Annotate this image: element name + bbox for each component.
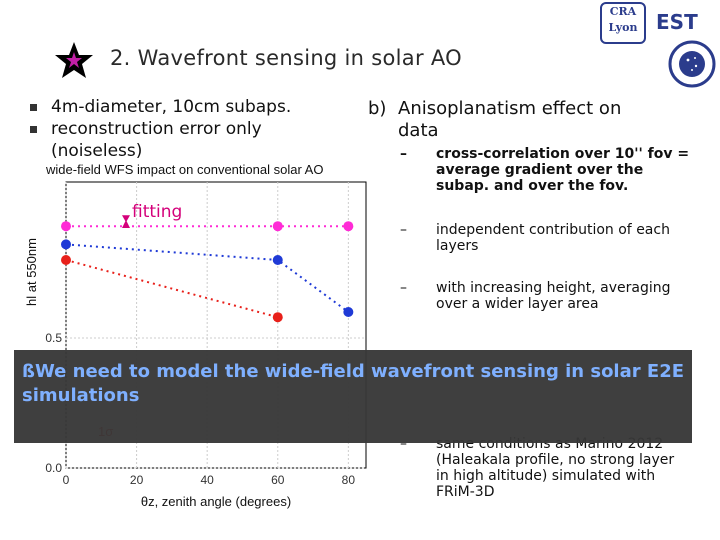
- chart: wide-field WFS impact on conventional so…: [24, 162, 367, 509]
- item-text: cross-correlation over 10'' fov = averag…: [436, 146, 690, 194]
- x-tick-label: 40: [200, 473, 214, 487]
- bullet-text: 4m-diameter, 10cm subaps.: [51, 97, 292, 117]
- bullet-icon: [30, 126, 37, 133]
- bullet-text: (noiseless): [51, 141, 143, 161]
- observatory-seal-icon: [668, 40, 716, 88]
- est-logo: EST: [656, 10, 698, 34]
- x-tick-label: 0: [63, 473, 70, 487]
- bullet-list: 4m-diameter, 10cm subaps. reconstruction…: [30, 96, 291, 162]
- list-item: 4m-diameter, 10cm subaps.: [30, 96, 291, 118]
- data-point-blue: [343, 307, 354, 317]
- x-tick-label: 20: [130, 473, 144, 487]
- data-point-magenta: [272, 221, 283, 232]
- item-text: same conditions as Marino 2012 (Haleakal…: [436, 436, 675, 500]
- x-tick-label: 60: [271, 473, 285, 487]
- x-axis-label: θz, zenith angle (degrees): [141, 494, 291, 509]
- data-point-blue: [272, 255, 283, 265]
- item-text: independent contribution of each layers: [436, 222, 670, 254]
- banner-line-1: We need to model the wide-field wavefron…: [34, 361, 685, 382]
- list-item: reconstruction error only: [30, 118, 291, 140]
- page-title: 2. Wavefront sensing in solar AO: [110, 46, 462, 70]
- heading-line-1: Anisoplanatism effect on: [398, 98, 622, 119]
- data-point-red: [61, 255, 71, 265]
- right-heading: b) Anisoplanatism effect on data: [368, 98, 688, 142]
- series-line-red: [65, 259, 279, 319]
- list-item: – cross-correlation over 10'' fov = avera…: [400, 146, 690, 194]
- arrow-icon: ß: [22, 361, 35, 382]
- data-point-magenta: [61, 221, 71, 232]
- chart-title: wide-field WFS impact on conventional so…: [45, 162, 323, 177]
- data-point-red: [272, 312, 283, 323]
- list-item: – same conditions as Marino 2012 (Haleaka…: [400, 436, 690, 500]
- heading-line-2: data: [398, 120, 439, 141]
- fitting-label: fitting: [132, 202, 183, 222]
- bullet-icon: [30, 104, 37, 111]
- fitting-arrowhead-top: [122, 220, 130, 228]
- cra-lyon-logo: CRA Lyon: [600, 2, 646, 44]
- list-item: – with increasing height, averaging over …: [400, 280, 690, 312]
- series-line-blue: [65, 243, 349, 313]
- item-text: with increasing height, averaging over a…: [436, 280, 671, 312]
- list-item: (noiseless): [30, 140, 291, 162]
- section-label: b): [368, 98, 387, 119]
- star-icon: [55, 42, 93, 78]
- banner-text: ßWe need to model the wide-field wavefro…: [22, 360, 720, 408]
- y-tick-label: 0.0: [45, 461, 62, 475]
- data-point-blue: [61, 239, 71, 250]
- banner-line-2: simulations: [22, 385, 140, 406]
- bullet-text: reconstruction error only: [51, 119, 262, 139]
- y-tick-label: 0.5: [45, 331, 62, 345]
- data-point-magenta: [343, 221, 354, 232]
- conclusion-banner: [14, 350, 692, 443]
- x-tick-label: 80: [342, 473, 356, 487]
- fitting-arrowhead-bottom: [122, 215, 130, 223]
- list-item: – independent contribution of each layers: [400, 222, 690, 254]
- y-axis-label: hl at 550nm: [24, 238, 39, 306]
